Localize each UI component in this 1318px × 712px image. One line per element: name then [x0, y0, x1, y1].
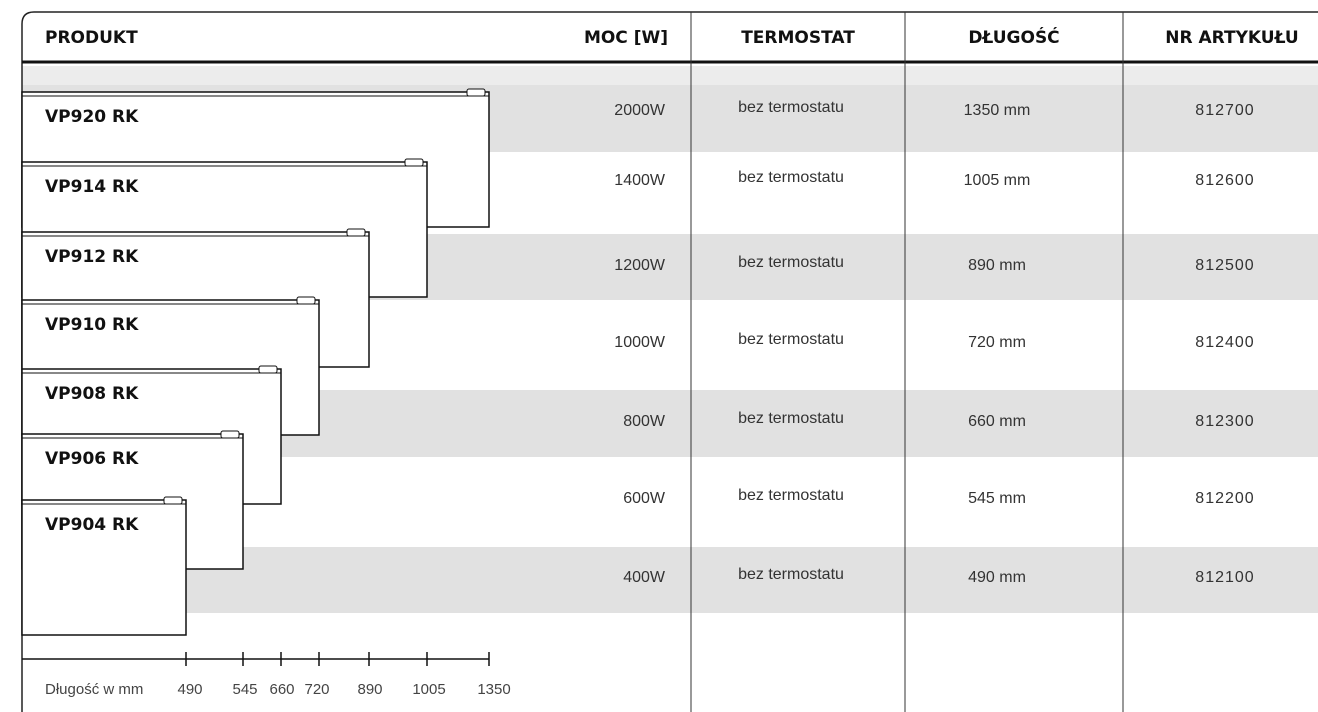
scale-tick-label: 545	[232, 681, 257, 698]
product-name: VP920 RK	[45, 107, 139, 127]
table-border	[21, 11, 1318, 712]
length: 1350 mm	[964, 102, 1031, 119]
power: 400W	[623, 569, 666, 586]
panel-tab	[466, 88, 486, 97]
power: 600W	[623, 490, 666, 507]
column-header: DŁUGOŚĆ	[968, 26, 1059, 48]
thermostat: bez termostatu	[738, 99, 844, 116]
product-name: VP904 RK	[45, 515, 139, 535]
panel-tab	[163, 496, 183, 505]
article-number: 812100	[1195, 569, 1254, 586]
scale-tick-label: 1005	[412, 681, 445, 698]
scale-tick-label: 490	[177, 681, 202, 698]
panel-tab	[346, 228, 366, 237]
panel-tab	[296, 296, 316, 305]
power: 1200W	[614, 257, 666, 274]
product-name: VP914 RK	[45, 177, 139, 197]
power: 1400W	[614, 172, 666, 189]
length: 1005 mm	[964, 172, 1031, 189]
thermostat: bez termostatu	[738, 487, 844, 504]
article-number: 812500	[1195, 257, 1254, 274]
thermostat: bez termostatu	[738, 169, 844, 186]
column-header: PRODUKT	[45, 28, 138, 48]
thermostat: bez termostatu	[738, 331, 844, 348]
scale-tick-label: 660	[269, 681, 294, 698]
row-band	[22, 66, 1318, 85]
power: 2000W	[614, 102, 666, 119]
thermostat: bez termostatu	[738, 254, 844, 271]
scale-tick-label: 720	[304, 681, 329, 698]
article-number: 812300	[1195, 413, 1254, 430]
scale-label: Długość w mm	[45, 681, 143, 698]
scale-tick-label: 1350	[477, 681, 510, 698]
column-header: NR ARTYKUŁU	[1165, 28, 1298, 48]
column-header: MOC [W]	[584, 28, 668, 48]
power: 800W	[623, 413, 666, 430]
length: 490 mm	[968, 569, 1026, 586]
panel-tab	[220, 430, 240, 439]
scale-tick-label: 890	[357, 681, 382, 698]
power: 1000W	[614, 334, 666, 351]
column-header: TERMOSTAT	[741, 28, 855, 48]
product-name: VP912 RK	[45, 247, 139, 267]
panel-tab	[404, 158, 424, 167]
article-number: 812400	[1195, 334, 1254, 351]
product-name: VP908 RK	[45, 384, 139, 404]
product-name: VP910 RK	[45, 315, 139, 335]
heater-panel	[21, 499, 187, 636]
panel-tab	[258, 365, 278, 374]
length: 660 mm	[968, 413, 1026, 430]
article-number: 812200	[1195, 490, 1254, 507]
article-number: 812600	[1195, 172, 1254, 189]
product-name: VP906 RK	[45, 449, 139, 469]
length: 545 mm	[968, 490, 1026, 507]
length: 720 mm	[968, 334, 1026, 351]
thermostat: bez termostatu	[738, 566, 844, 583]
thermostat: bez termostatu	[738, 410, 844, 427]
article-number: 812700	[1195, 102, 1254, 119]
length: 890 mm	[968, 257, 1026, 274]
